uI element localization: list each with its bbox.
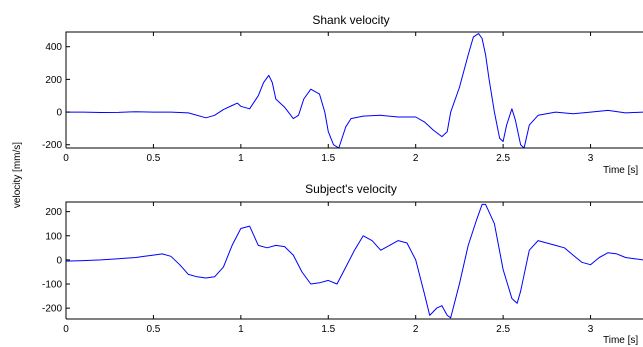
x-tick-label: 2 — [413, 324, 419, 335]
axes-frame — [65, 31, 643, 148]
y-tick-label: 100 — [45, 231, 62, 242]
plot-area — [66, 202, 643, 319]
chart-title: Shank velocity — [312, 13, 389, 27]
shank-velocity-panel: Shank velocity 0 0.5 1 1.5 2 2.5 3-2000200400 … — [42, 13, 643, 176]
x-tick-label: 2.5 — [496, 324, 510, 335]
y-tick-label: 200 — [45, 207, 62, 218]
plot-area — [66, 32, 643, 148]
chart-title: Subject's velocity — [305, 182, 397, 196]
x-tick-label: 3 — [588, 153, 594, 164]
series-line — [66, 33, 643, 149]
x-tick-label: 0.5 — [146, 153, 160, 164]
subjects-velocity-panel: Subject's velocity 0 0.5 1 1.5 2 2.5 3 -200 -100… — [42, 182, 643, 346]
y-tick-label: 0 — [56, 108, 62, 119]
y-tick-label: -200 — [42, 140, 62, 151]
series-marks — [65, 203, 643, 319]
x-axis-label: Time [s] — [603, 335, 638, 346]
x-tick-label: 1.5 — [321, 153, 335, 164]
x-tick-label: 2.5 — [496, 153, 510, 164]
x-tick-label: 0 — [63, 153, 69, 164]
x-tick-label: 2 — [413, 153, 419, 164]
y-tick-label: -200 — [42, 304, 62, 315]
series-marks — [66, 33, 643, 149]
x-tick-label: 0 — [63, 324, 69, 335]
y-tick-label: 200 — [45, 75, 62, 86]
series-line — [65, 203, 643, 319]
x-tick-label: 3 — [588, 324, 594, 335]
axes-frame — [65, 201, 643, 319]
y-tick-label: 400 — [45, 42, 62, 53]
x-tick-label: 0.5 — [146, 324, 160, 335]
y-tick-label: -100 — [42, 280, 62, 291]
x-tick-label: 1 — [238, 153, 244, 164]
x-tick-label: 1.5 — [321, 324, 335, 335]
x-axis-label: Time [s] — [603, 165, 638, 176]
x-tick-label: 1 — [238, 324, 244, 335]
y-axis-label: velocity [mm/s] — [12, 142, 23, 208]
ticks: 0 0.5 1 1.5 2 2.5 3 -200 -100 0 100 200 — [42, 202, 594, 335]
y-tick-label: 0 — [56, 255, 62, 266]
